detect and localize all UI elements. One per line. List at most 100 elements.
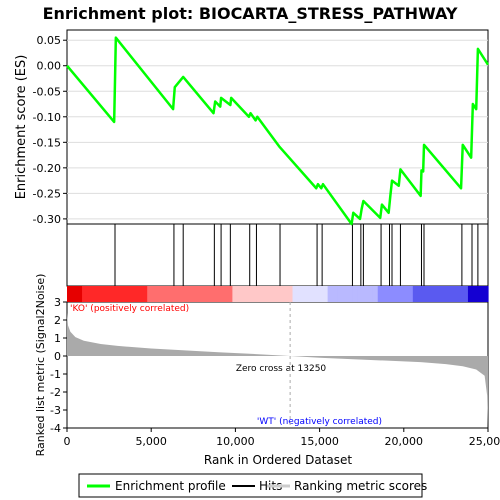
- rank-color-band-segment: [292, 286, 299, 302]
- x-tick-label: 5,000: [135, 435, 167, 448]
- rank-color-band-segment: [417, 286, 424, 302]
- es-ytick-label: 0.00: [37, 60, 62, 73]
- rank-color-band-segment: [307, 286, 314, 302]
- legend-ranking-label: Ranking metric scores: [294, 479, 427, 493]
- ranked-ytick-label: 3: [54, 296, 61, 309]
- rank-color-band-segment: [327, 286, 334, 302]
- rank-color-band-segment: [207, 286, 213, 302]
- rank-color-band-segment: [167, 286, 173, 302]
- x-tick-label: 10,000: [216, 435, 255, 448]
- rank-color-band-segment: [227, 286, 233, 302]
- rank-color-band-segment: [312, 286, 319, 302]
- rank-color-band-segment: [222, 286, 228, 302]
- rank-color-band-segment: [372, 286, 379, 302]
- rank-color-band-segment: [387, 286, 394, 302]
- rank-color-band-segment: [277, 286, 284, 302]
- rank-color-band-segment: [177, 286, 183, 302]
- rank-color-band-segment: [367, 286, 374, 302]
- x-tick-label: 15,000: [300, 435, 339, 448]
- rank-color-band-segment: [262, 286, 269, 302]
- rank-color-band-segment: [267, 286, 274, 302]
- enrichment-profile-line: [66, 36, 490, 226]
- rank-color-band-segment: [447, 286, 454, 302]
- ranked-ytick-label: -4: [50, 422, 61, 435]
- rank-color-band-segment: [427, 286, 434, 302]
- zero-cross-label: Zero cross at 13250: [236, 364, 327, 374]
- rank-color-band-segment: [462, 286, 469, 302]
- rank-color-band-segment: [452, 286, 459, 302]
- legend-enrichment-label: Enrichment profile: [115, 479, 226, 493]
- rank-color-band-segment: [317, 286, 324, 302]
- rank-color-band-segment: [392, 286, 399, 302]
- rank-color-band-segment: [407, 286, 414, 302]
- rank-color-band-segment: [477, 286, 484, 302]
- rank-color-band-segment: [432, 286, 439, 302]
- rank-color-band-segment: [187, 286, 193, 302]
- rank-color-band-segment: [202, 286, 208, 302]
- rank-color-band-segment: [377, 286, 384, 302]
- es-ytick-label: 0.05: [37, 34, 62, 47]
- rank-color-band-segment: [217, 286, 223, 302]
- rank-color-band-segment: [412, 286, 419, 302]
- rank-color-band-segment: [357, 286, 364, 302]
- rank-color-band-segment: [152, 286, 158, 302]
- rank-color-band-segment: [272, 286, 279, 302]
- x-tick-label: 25,000: [469, 435, 500, 448]
- rank-color-band-segment: [107, 286, 113, 302]
- rank-color-band-segment: [467, 286, 474, 302]
- rank-color-band-segment: [352, 286, 359, 302]
- rank-color-band-segment: [212, 286, 218, 302]
- rank-color-band-segment: [442, 286, 449, 302]
- rank-color-band-segment: [457, 286, 464, 302]
- rank-color-band-segment: [87, 286, 93, 302]
- rank-color-band-segment: [242, 286, 249, 302]
- rank-color-band-segment: [132, 286, 138, 302]
- rank-color-band-segment: [257, 286, 264, 302]
- rank-color-band-segment: [97, 286, 103, 302]
- rank-color-band-segment: [72, 286, 78, 302]
- rank-color-band-segment: [157, 286, 163, 302]
- rank-color-band-segment: [437, 286, 444, 302]
- rank-color-band-segment: [297, 286, 304, 302]
- es-ytick-label: -0.05: [33, 85, 61, 98]
- rank-color-band-segment: [117, 286, 123, 302]
- rank-color-band-segment: [102, 286, 108, 302]
- ranked-ytick-label: -2: [50, 386, 61, 399]
- rank-color-band-segment: [82, 286, 88, 302]
- rank-color-band-segment: [252, 286, 259, 302]
- positive-correlation-label: 'KO' (positively correlated): [70, 304, 189, 314]
- rank-color-band-segment: [322, 286, 329, 302]
- rank-color-band-segment: [482, 286, 489, 302]
- es-ytick-label: -0.25: [33, 187, 61, 200]
- rank-color-band-segment: [397, 286, 404, 302]
- negative-correlation-label: 'WT' (negatively correlated): [257, 417, 382, 427]
- es-ytick-label: -0.10: [33, 111, 61, 124]
- rank-color-band-segment: [112, 286, 118, 302]
- rank-color-band-segment: [342, 286, 349, 302]
- ranked-ytick-label: 0: [54, 350, 61, 363]
- es-ytick-label: -0.15: [33, 136, 61, 149]
- x-tick-label: 20,000: [385, 435, 424, 448]
- rank-color-band-segment: [182, 286, 188, 302]
- rank-color-band-segment: [172, 286, 178, 302]
- rank-color-band-segment: [422, 286, 429, 302]
- ranked-ytick-label: -1: [50, 368, 61, 381]
- rank-color-band-segment: [282, 286, 289, 302]
- ranked-axis-label: Ranked list metric (Signal2Noise): [34, 274, 47, 457]
- rank-color-band-segment: [247, 286, 254, 302]
- es-axis-label: Enrichment score (ES): [14, 55, 29, 200]
- ranked-ytick-label: -3: [50, 404, 61, 417]
- rank-color-band-segment: [302, 286, 309, 302]
- rank-color-band-segment: [382, 286, 389, 302]
- x-tick-label: 0: [64, 435, 71, 448]
- rank-color-band-segment: [337, 286, 344, 302]
- rank-color-band-segment: [347, 286, 354, 302]
- es-ytick-label: -0.30: [33, 213, 61, 226]
- ranked-ytick-label: 2: [54, 314, 61, 327]
- ranked-ytick-label: 1: [54, 332, 61, 345]
- rank-color-band-segment: [237, 286, 244, 302]
- rank-color-band-segment: [147, 286, 153, 302]
- rank-color-band-segment: [122, 286, 128, 302]
- es-ytick-label: -0.20: [33, 162, 61, 175]
